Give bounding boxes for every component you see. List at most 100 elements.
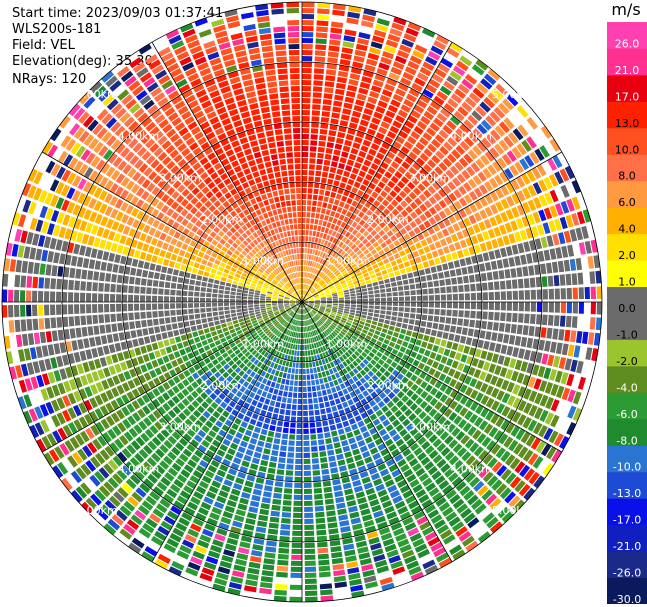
- velocity-cell: [282, 341, 287, 347]
- velocity-cell: [549, 138, 561, 152]
- velocity-cell: [308, 279, 312, 285]
- velocity-cell: [263, 283, 269, 287]
- velocity-cell: [385, 438, 394, 447]
- velocity-cell: [251, 457, 260, 465]
- velocity-cell: [338, 349, 344, 355]
- velocity-cell: [169, 483, 181, 494]
- velocity-cell: [222, 511, 234, 519]
- velocity-cell: [363, 382, 370, 389]
- velocity-cell: [444, 386, 453, 396]
- velocity-cell: [508, 335, 516, 345]
- velocity-cell: [455, 268, 462, 276]
- velocity-cell: [18, 349, 26, 362]
- velocity-cell: [337, 508, 347, 515]
- velocity-cell: [105, 415, 115, 427]
- velocity-cell: [392, 387, 401, 395]
- velocity-cell: [317, 328, 322, 333]
- velocity-cell: [511, 206, 520, 218]
- velocity-cell: [243, 358, 250, 365]
- velocity-cell: [249, 500, 260, 508]
- velocity-cell: [448, 333, 455, 341]
- velocity-cell: [489, 147, 500, 159]
- velocity-cell: [348, 572, 361, 581]
- velocity-cell: [259, 582, 273, 589]
- velocity-cell: [433, 519, 446, 530]
- velocity-cell: [156, 212, 165, 221]
- velocity-cell: [276, 285, 281, 290]
- velocity-cell: [420, 275, 427, 282]
- velocity-cell: [129, 474, 141, 485]
- velocity-cell: [357, 393, 365, 401]
- velocity-cell: [477, 531, 491, 543]
- velocity-cell: [559, 216, 568, 230]
- velocity-cell: [368, 467, 378, 475]
- velocity-cell: [561, 245, 569, 258]
- velocity-cell: [374, 305, 380, 310]
- velocity-cell: [246, 344, 253, 351]
- velocity-cell: [432, 345, 439, 353]
- velocity-cell: [303, 332, 306, 338]
- velocity-cell: [68, 378, 77, 391]
- velocity-cell: [349, 290, 356, 294]
- velocity-cell: [487, 457, 498, 469]
- velocity-cell: [225, 282, 232, 287]
- velocity-cell: [302, 302, 308, 305]
- velocity-cell: [80, 482, 92, 495]
- velocity-cell: [307, 200, 312, 206]
- velocity-cell: [130, 514, 143, 526]
- velocity-cell: [97, 346, 104, 357]
- velocity-cell: [445, 511, 458, 522]
- velocity-cell: [280, 290, 286, 294]
- velocity-cell: [463, 136, 475, 147]
- velocity-cell: [313, 323, 317, 329]
- velocity-cell: [479, 371, 487, 381]
- velocity-cell: [287, 398, 292, 404]
- velocity-cell: [398, 443, 408, 452]
- velocity-cell: [172, 221, 180, 230]
- velocity-cell: [300, 303, 302, 308]
- velocity-cell: [402, 489, 413, 499]
- velocity-cell: [184, 272, 191, 279]
- velocity-cell: [260, 293, 266, 297]
- velocity-cell: [27, 333, 35, 346]
- velocity-cell: [469, 319, 475, 328]
- velocity-cell: [84, 386, 93, 398]
- velocity-cell: [124, 331, 131, 340]
- velocity-cell: [326, 510, 336, 517]
- velocity-cell: [355, 232, 362, 239]
- velocity-cell: [341, 476, 351, 484]
- velocity-cell: [289, 361, 293, 368]
- velocity-cell: [52, 465, 64, 479]
- velocity-cell: [272, 376, 278, 382]
- velocity-cell: [308, 410, 314, 416]
- velocity-cell: [482, 311, 488, 320]
- velocity-cell: [509, 164, 519, 177]
- velocity-cell: [193, 434, 203, 443]
- velocity-cell: [347, 241, 354, 248]
- velocity-cell: [351, 167, 360, 175]
- velocity-cell: [331, 186, 338, 193]
- velocity-cell: [26, 304, 32, 317]
- velocity-cell: [271, 327, 276, 332]
- velocity-cell: [205, 266, 212, 272]
- velocity-cell: [394, 500, 406, 510]
- velocity-cell: [377, 489, 388, 498]
- velocity-cell: [433, 95, 445, 106]
- velocity-cell: [529, 277, 536, 288]
- velocity-cell: [311, 310, 316, 315]
- velocity-cell: [398, 333, 405, 340]
- velocity-cell: [71, 190, 81, 202]
- velocity-cell: [153, 247, 161, 256]
- velocity-cell: [550, 341, 557, 353]
- velocity-cell: [344, 549, 356, 557]
- velocity-cell: [468, 92, 481, 104]
- velocity-cell: [491, 479, 503, 491]
- velocity-cell: [196, 396, 204, 404]
- velocity-cell: [318, 445, 326, 451]
- velocity-cell: [147, 216, 155, 226]
- velocity-cell: [313, 294, 319, 298]
- velocity-cell: [536, 164, 547, 177]
- velocity-cell: [260, 306, 266, 309]
- velocity-cell: [286, 291, 292, 295]
- velocity-cell: [122, 418, 132, 429]
